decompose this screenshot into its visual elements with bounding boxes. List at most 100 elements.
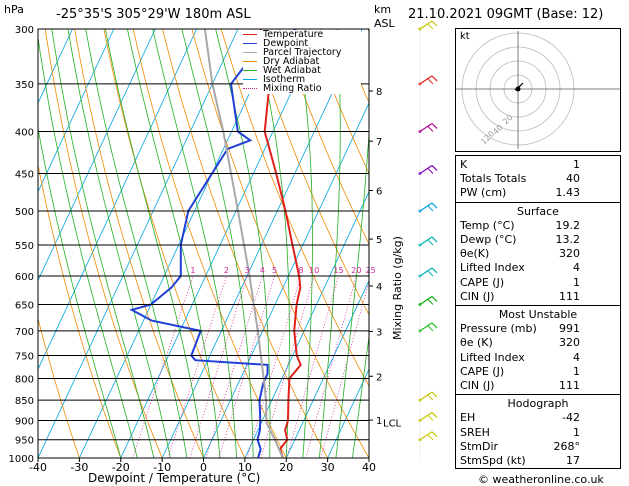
height-tick-label: 8 (376, 87, 382, 98)
mixing-ratio-line (167, 275, 227, 458)
isotherm-line (161, 29, 363, 458)
x-tick-label: 20 (279, 461, 293, 474)
index-value: 19.2 (555, 218, 581, 232)
chart-legend: Temperature Dewpoint Parcel Trajectory Dry … (243, 30, 361, 94)
dewpoint-line (129, 29, 297, 458)
index-value: 4 (573, 261, 580, 275)
y-tick-label: 550 (15, 241, 34, 252)
wind-barb (418, 20, 438, 31)
index-value: 268° (553, 439, 581, 453)
index-row: CAPE (J) 1 (460, 276, 616, 290)
table-separator (456, 201, 620, 203)
hodograph-unit-label: kt (460, 31, 470, 42)
index-value: 17 (566, 454, 580, 467)
index-value: 111 (559, 379, 580, 392)
pressure-unit-label: hPa (4, 3, 24, 16)
y-tick-label: 400 (15, 128, 34, 139)
index-row: Lifted Index 4 (460, 261, 616, 275)
index-label: Lifted Index (460, 350, 525, 364)
index-row: Temp (°C) 19.2 (460, 219, 616, 233)
y-tick-label: 300 (15, 25, 34, 36)
index-value: 320 (559, 247, 580, 261)
index-value: 4 (573, 350, 580, 364)
dry-adiabat-line (38, 317, 80, 458)
y-tick-label: 450 (15, 169, 34, 180)
x-axis-title: Dewpoint / Temperature (°C) (88, 471, 261, 485)
index-label: θe (K) (460, 336, 493, 350)
mixing-ratio-line (246, 275, 302, 458)
x-tick-label: -10 (153, 461, 171, 474)
index-row: StmDir 268° (460, 440, 616, 454)
index-row: CAPE (J) 1 (460, 365, 616, 379)
index-row: Totals Totals 40 (460, 172, 616, 186)
x-tick-label: 40 (362, 461, 376, 474)
y-tick-label: 850 (15, 396, 34, 407)
index-label: CAPE (J) (460, 275, 505, 289)
wind-barb (418, 164, 438, 175)
index-label: CIN (J) (460, 379, 495, 392)
height-tick-label: 3 (376, 327, 382, 338)
index-label: CIN (J) (460, 289, 495, 303)
mixing-ratio-label: 4 (260, 266, 265, 275)
wind-barb (418, 267, 438, 278)
index-row: θe(K) 320 (460, 247, 616, 261)
height-unit-label: km (374, 3, 392, 16)
wind-barb (418, 411, 438, 422)
wind-barb (418, 75, 438, 86)
mixing-ratio-label: 20 (351, 266, 361, 275)
wet-adiabat-line (352, 334, 369, 458)
index-label: Temp (°C) (460, 218, 515, 232)
table-section-title: Hodograph (507, 397, 569, 411)
y-tick-label: 1000 (9, 454, 34, 465)
index-label: Totals Totals (460, 172, 527, 186)
x-tick-label: -40 (29, 461, 47, 474)
index-label: Pressure (mb) (460, 322, 537, 336)
legend-swatch (243, 52, 257, 53)
copyright-footer: © weatheronline.co.uk (478, 473, 604, 486)
mixing-ratio-label: 8 (299, 266, 304, 275)
dry-adiabat-line (279, 29, 369, 245)
isotherm-line (38, 29, 73, 104)
index-value: 111 (559, 289, 580, 303)
hodograph-panel: 20 40 120 kt (455, 28, 621, 152)
x-tick-label: -20 (112, 461, 130, 474)
wind-barb (418, 236, 438, 247)
plot-frame (37, 28, 370, 459)
lcl-label: LCL (383, 418, 402, 429)
index-value: 1 (573, 158, 580, 171)
y-tick-label: 950 (15, 436, 34, 447)
index-value: -42 (562, 411, 580, 425)
y-tick-label: 800 (15, 374, 34, 385)
legend-label: Parcel Trajectory (263, 47, 342, 58)
height-tick-label: 2 (376, 372, 382, 383)
table-separator (456, 394, 620, 396)
isotherm-line (38, 29, 239, 458)
isotherm-line (327, 368, 369, 458)
y-tick-label: 900 (15, 416, 34, 427)
table-separator (456, 305, 620, 306)
index-label: StmSpd (kt) (460, 454, 526, 467)
index-value: 320 (559, 336, 580, 350)
isotherm-line (79, 29, 280, 458)
y-tick-label: 500 (15, 207, 34, 218)
hodograph-storm-marker (515, 86, 521, 92)
mixing-ratio-label: 2 (224, 266, 229, 275)
legend-swatch (243, 34, 257, 35)
dry-adiabat-line (74, 29, 204, 458)
index-row: CIN (J) 111 (460, 379, 616, 393)
wind-barb (418, 431, 438, 442)
legend-label: Temperature (263, 29, 324, 40)
height-ref-label: ASL (374, 17, 395, 30)
legend-label: Isotherm (263, 74, 306, 85)
height-tick-label: 1 (376, 416, 382, 427)
wind-barb (418, 322, 438, 333)
index-row: θe (K) 320 (460, 336, 616, 350)
legend-swatch (243, 43, 257, 44)
index-row: StmSpd (kt) 17 (460, 454, 616, 468)
legend-label: Wet Adiabat (263, 65, 321, 76)
index-row: Dewp (°C) 13.2 (460, 233, 616, 247)
index-row: EH -42 (460, 411, 616, 425)
height-tick-label: 4 (376, 282, 382, 293)
